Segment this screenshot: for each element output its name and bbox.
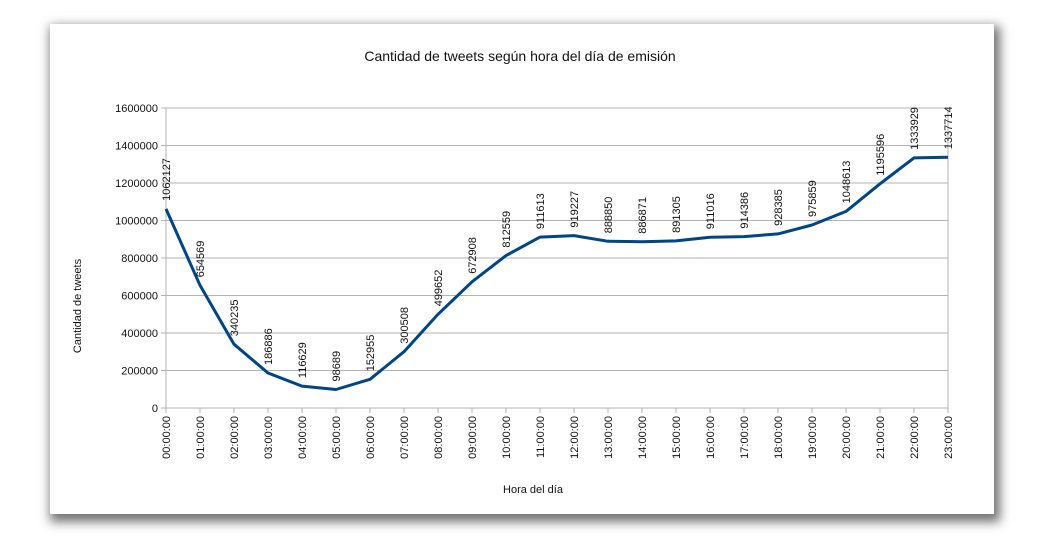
data-label: 116629 — [297, 342, 309, 378]
x-tick-label: 10:00:00 — [501, 416, 513, 459]
y-axis-title: Cantidad de tweets — [72, 258, 84, 353]
data-label: 672908 — [467, 237, 479, 274]
data-label: 499652 — [433, 270, 445, 307]
x-tick-label: 20:00:00 — [841, 416, 853, 459]
x-tick-label: 15:00:00 — [671, 416, 683, 459]
data-label: 919227 — [569, 191, 581, 228]
x-tick-label: 19:00:00 — [807, 416, 819, 459]
x-tick-label: 16:00:00 — [705, 416, 717, 459]
data-label: 891305 — [671, 196, 683, 233]
y-tick-labels: 0 200000 400000 600000 800000 1000000 1200000 1… — [115, 103, 158, 415]
x-tick-label: 22:00:00 — [909, 416, 921, 459]
grid-lines — [161, 107, 948, 409]
axes — [165, 108, 949, 413]
x-tick-label: 01:00:00 — [195, 416, 207, 459]
data-label: 1062127 — [161, 158, 173, 201]
data-label: 975859 — [807, 180, 819, 217]
x-tick-label: 11:00:00 — [535, 416, 547, 458]
y-tick-label: 600000 — [121, 291, 158, 303]
x-tick-label: 14:00:00 — [637, 416, 649, 459]
y-tick-label: 1400000 — [115, 141, 158, 153]
data-label: 914386 — [739, 192, 751, 229]
x-tick-label: 02:00:00 — [229, 416, 241, 459]
x-tick-label: 09:00:00 — [467, 416, 479, 459]
data-label: 1048613 — [841, 161, 853, 204]
x-tick-label: 04:00:00 — [297, 416, 309, 459]
data-label: 1337714 — [943, 106, 955, 149]
x-tick-label: 23:00:00 — [943, 416, 955, 459]
chart-title: Cantidad de tweets según hora del día de… — [364, 48, 675, 64]
x-tick-label: 08:00:00 — [433, 416, 445, 459]
data-label: 186886 — [263, 328, 275, 365]
x-tick-label: 13:00:00 — [603, 416, 615, 459]
data-label: 98689 — [331, 351, 343, 382]
data-label: 1195596 — [875, 134, 887, 176]
data-label: 888850 — [603, 197, 615, 234]
x-tick-label: 18:00:00 — [773, 416, 785, 459]
x-tick-label: 05:00:00 — [331, 416, 343, 459]
x-tick-label: 17:00:00 — [739, 416, 751, 459]
data-label: 886871 — [637, 197, 649, 234]
x-tick-label: 21:00:00 — [875, 416, 887, 459]
data-label: 928385 — [773, 189, 785, 226]
x-tick-label: 03:00:00 — [263, 416, 275, 459]
data-label: 812559 — [501, 211, 513, 248]
y-tick-label: 800000 — [121, 253, 158, 265]
chart-card: Cantidad de tweets según hora del día de… — [50, 24, 994, 514]
x-axis-title: Hora del día — [503, 484, 564, 496]
x-tick-labels: 00:00:00 01:00:00 02:00:00 03:00:00 04:00:00… — [161, 416, 955, 459]
data-label: 911016 — [705, 193, 717, 229]
series-line — [164, 155, 949, 391]
y-tick-label: 0 — [152, 403, 158, 415]
x-tick-label: 06:00:00 — [365, 416, 377, 459]
x-tick-label: 12:00:00 — [569, 416, 581, 459]
data-label: 300508 — [399, 307, 411, 344]
data-label: 911613 — [535, 193, 547, 229]
data-label: 340235 — [229, 299, 241, 336]
y-tick-label: 200000 — [121, 366, 158, 378]
y-tick-label: 1000000 — [115, 216, 158, 228]
data-label: 654569 — [195, 241, 207, 278]
x-tick-label: 00:00:00 — [161, 416, 173, 459]
data-label: 152955 — [365, 335, 377, 372]
y-tick-label: 1600000 — [115, 103, 158, 115]
y-tick-label: 1200000 — [115, 178, 158, 190]
data-labels: 1062127 654569 340235 186886 116629 98689 1529… — [161, 106, 955, 381]
line-chart: Cantidad de tweets según hora del día de… — [72, 48, 955, 496]
y-tick-label: 400000 — [121, 328, 158, 340]
data-label: 1333929 — [909, 107, 921, 150]
x-tick-label: 07:00:00 — [399, 416, 411, 459]
